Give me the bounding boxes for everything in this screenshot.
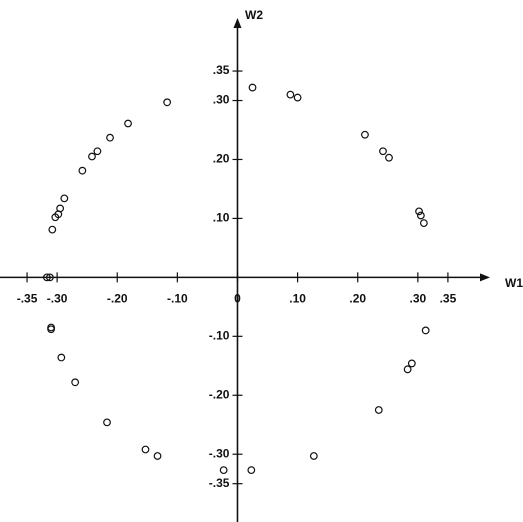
point [57, 353, 66, 362]
x-tick-label: -.10 [167, 292, 188, 306]
point [415, 207, 423, 216]
x-tick-label: .20 [349, 292, 366, 306]
y-tick-label: .10 [213, 211, 230, 225]
point [106, 133, 114, 142]
y-tick-label: -.20 [209, 387, 230, 401]
point [48, 225, 57, 234]
y-axis-arrow [233, 18, 242, 28]
point [78, 166, 87, 175]
point [93, 147, 102, 156]
y-tick-label: -.30 [209, 446, 230, 460]
point [421, 326, 430, 335]
point [141, 445, 150, 454]
point [46, 273, 54, 282]
x-tick-label: .35 [440, 292, 457, 306]
point [163, 98, 172, 107]
y-tick-label: -.35 [209, 476, 230, 490]
point [60, 194, 69, 203]
point [286, 90, 295, 99]
x-tick-label: 0 [234, 292, 241, 306]
point [385, 153, 393, 162]
point [407, 359, 416, 368]
x-tick-label: .10 [289, 292, 306, 306]
point [293, 93, 302, 102]
point [103, 418, 111, 427]
point [361, 130, 369, 139]
point [71, 378, 80, 387]
point [247, 466, 256, 475]
point [309, 452, 318, 460]
x-tick-label: .30 [410, 292, 427, 306]
point [416, 211, 425, 220]
point [88, 152, 96, 161]
point [153, 452, 162, 460]
y-axis-label: W2 [245, 8, 263, 22]
x-tick-label: -.35 [17, 292, 38, 306]
point [419, 219, 428, 228]
point [42, 273, 51, 282]
x-tick-label: -.30 [47, 292, 68, 306]
y-tick-label: .35 [213, 63, 230, 77]
point [379, 147, 387, 156]
x-axis-arrow [480, 273, 490, 282]
y-tick-label: .20 [213, 152, 230, 166]
point [219, 466, 228, 475]
y-tick-label: .30 [213, 93, 230, 107]
point [374, 406, 383, 414]
y-tick-label: -.10 [209, 328, 230, 342]
point [403, 365, 412, 374]
point [51, 213, 60, 222]
x-tick-label: -.20 [107, 292, 128, 306]
point [248, 83, 257, 92]
point [124, 119, 132, 128]
point [47, 325, 56, 334]
x-axis-label: W1 [505, 276, 523, 290]
